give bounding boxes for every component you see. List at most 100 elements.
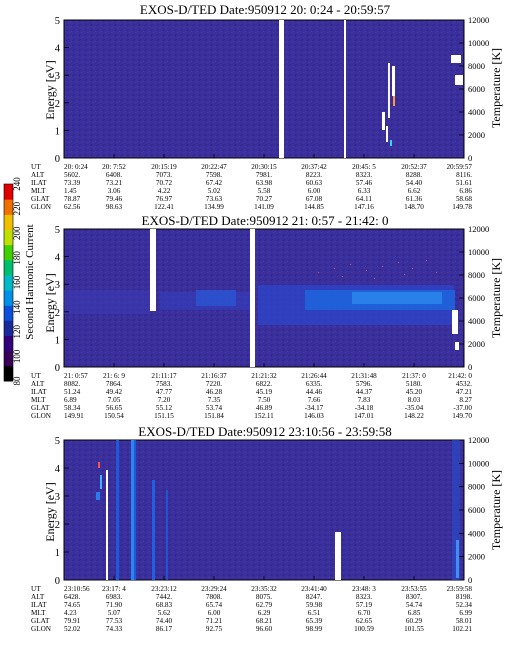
panel-2-ylabel-right: Temperature [K] [489,258,503,338]
ephemeris-cell: 65.74 [206,601,223,609]
ytick-label: 2 [55,308,60,319]
ytick-label: 0 [55,576,60,587]
colorbar: 80 100 120 140 160 180 200 220 240 Second Harmon… [3,177,36,386]
ephemeris-cell: 54.40 [406,179,423,187]
ephemeris-row-label: MLT [31,396,46,404]
ephemeris-cell: 20:22:47 [201,163,227,171]
ephemeris-cell: 8.27 [459,396,472,404]
ephemeris-row-label: GLAT [31,617,50,625]
panel-1: EXOS-D/TED Date:950912 20: 0:24 - 20:59:… [31,2,503,211]
ephemeris-cell: 62.56 [64,203,81,211]
panel-1-ylabel-right: Temperature [K] [489,48,503,128]
ytick-label: 4 [55,44,61,55]
ephemeris-cell: 7583. [156,380,172,388]
panel-3-yticks: 0 1 2 3 4 5 [55,436,69,587]
ephemeris-cell: 147.01 [354,412,374,420]
colorbar-swatch [4,335,13,352]
panel-1-plot-area [63,19,465,159]
ephemeris-cell: 47.77 [156,388,173,396]
ephemeris-cell: 57.46 [356,179,373,187]
ephemeris-cell: 47.21 [456,388,473,396]
ephemeris-cell: 7442. [156,593,172,601]
ephemeris-cell: 4532. [456,380,472,388]
ephemeris-cell: 73.39 [64,179,81,187]
panel-1-title: EXOS-D/TED Date:950912 20: 0:24 - 20:59:… [140,2,391,17]
ephemeris-cell: 8.03 [408,396,421,404]
panel-1-y2ticks: 0 2000 4000 6000 8000 10000 12000 [459,15,489,163]
colorbar-tick-label: 160 [12,275,22,289]
ephemeris-cell: 147.16 [354,203,374,211]
ephemeris-cell: 6.86 [459,187,472,195]
ytick-label: 4 [55,253,61,264]
colorbar-tick-label: 140 [12,300,22,314]
ephemeris-cell: 7981. [256,171,272,179]
ephemeris-cell: 7864. [106,380,122,388]
ephemeris-cell: 98.63 [106,203,123,211]
ephemeris-cell: 60.29 [406,617,423,625]
ephemeris-cell: 146.03 [304,412,324,420]
panel-1-ylabel-left: Energy [eV] [43,60,57,119]
ephemeris-cell: 65.39 [306,617,323,625]
ytick-label: 4 [55,464,61,475]
ephemeris-cell: 21:42: 0 [448,372,472,380]
ephemeris-cell: 54.74 [406,601,423,609]
ephemeris-cell: 6.62 [408,187,421,195]
ephemeris-cell: 86.17 [156,625,173,633]
panel-2-features [64,229,459,367]
ephemeris-cell: 98.99 [306,625,323,633]
ephemeris-cell: 21:37: 0 [402,372,426,380]
colorbar-swatch [4,214,13,230]
ephemeris-cell: -37.00 [453,404,472,412]
colorbar-swatch [4,199,13,215]
ephemeris-cell: -34.18 [355,404,374,412]
ephemeris-cell: 6.51 [308,609,321,617]
panel-3-title: EXOS-D/TED Date:950912 23:10:56 - 23:59:… [138,424,391,439]
ephemeris-cell: 149.91 [64,412,84,420]
ephemeris-cell: 58.68 [456,195,473,203]
ephemeris-cell: 74.40 [156,617,173,625]
ephemeris-cell: 8082. [64,380,80,388]
ephemeris-cell: 6428. [64,593,80,601]
ephemeris-cell: 63.98 [256,179,273,187]
ephemeris-row-label: GLON [31,203,52,211]
panel-3: EXOS-D/TED Date:950912 23:10:56 - 23:59:… [31,424,503,633]
panel-3-features [96,440,460,580]
panel-2: EXOS-D/TED Date:950912 21: 0:57 - 21:42:… [31,213,503,420]
ephemeris-cell: 7.35 [208,396,221,404]
y2tick-label: 0 [468,575,472,585]
ytick-label: 1 [55,335,60,346]
y2tick-label: 8000 [468,61,485,71]
ephemeris-cell: 5.62 [158,609,171,617]
y2tick-label: 4000 [468,316,485,326]
ephemeris-cell: 74.65 [64,601,81,609]
y2tick-label: 10000 [468,247,489,257]
ephemeris-cell: 6.99 [459,609,472,617]
ephemeris-cell: 8198. [456,593,472,601]
ephemeris-row-label: ALT [31,593,45,601]
colorbar-tick-label: 220 [12,201,22,215]
ephemeris-cell: 148.22 [404,412,424,420]
ephemeris-row-label: UT [31,163,41,171]
ytick-label: 3 [55,71,60,82]
ephemeris-cell: 144.85 [304,203,324,211]
y2tick-label: 4000 [468,107,485,117]
ephemeris-cell: 46.89 [256,404,273,412]
ephemeris-cell: 101.55 [404,625,424,633]
ephemeris-cell: 79.91 [64,617,81,625]
panel-2-ylabel-left: Energy [eV] [43,273,57,332]
ephemeris-cell: 149.70 [452,412,472,420]
y2tick-label: 12000 [468,224,489,234]
ephemeris-cell: 68.83 [156,601,173,609]
ephemeris-cell: 23:41:40 [301,585,327,593]
ephemeris-cell: 52.34 [456,601,473,609]
ephemeris-cell: 23:23:12 [151,585,177,593]
ephemeris-cell: 52.02 [64,625,81,633]
ephemeris-cell: 96.60 [256,625,273,633]
colorbar-tick-label: 200 [12,226,22,240]
ephemeris-cell: 56.65 [106,404,123,412]
ephemeris-cell: 20: 0:24 [64,163,88,171]
ephemeris-cell: 53.74 [206,404,223,412]
y2tick-label: 0 [468,153,472,163]
ephemeris-cell: 79.46 [106,195,123,203]
